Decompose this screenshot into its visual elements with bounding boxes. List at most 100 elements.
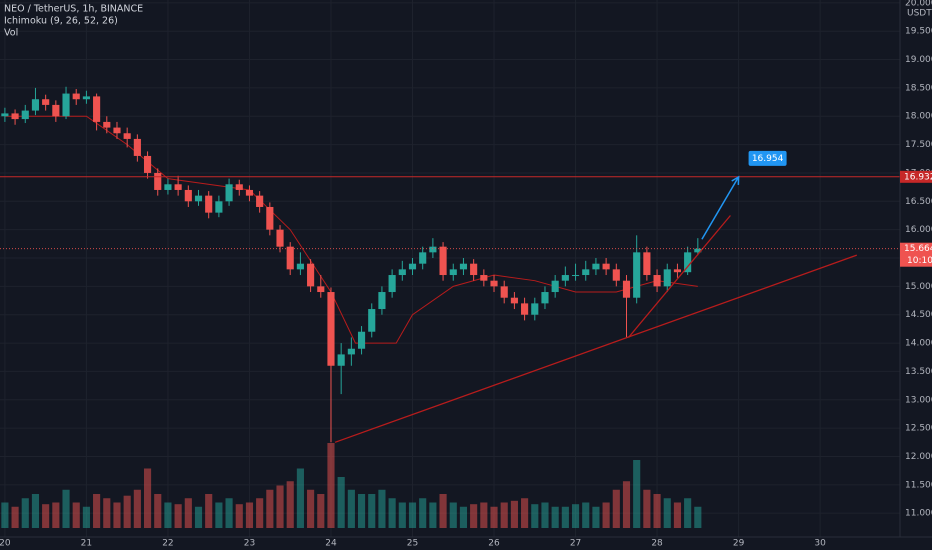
volume-bar (408, 502, 417, 528)
candle-body (286, 246, 294, 270)
candle-body (72, 93, 80, 100)
x-tick-label: 21 (81, 539, 92, 549)
volume-bar (21, 498, 29, 528)
candle-body (521, 303, 529, 315)
candle-body (622, 280, 631, 298)
volume-bar (673, 502, 682, 528)
candle-body (459, 263, 468, 270)
volume-bar (643, 489, 651, 528)
candle-body (103, 121, 111, 128)
volume-bar (1, 502, 9, 528)
x-tick-label: 20 (0, 539, 11, 549)
volume-bar (11, 506, 19, 528)
candle-body (633, 252, 641, 298)
volume-bar (154, 494, 162, 528)
candle-body (612, 269, 620, 281)
candle-body (347, 348, 355, 355)
candle-body (561, 275, 569, 281)
volume-bar (337, 477, 345, 528)
y-tick-label: 19.500 (905, 27, 932, 37)
x-tick-label: 29 (733, 539, 745, 549)
candle-body (643, 252, 651, 276)
candle-body (276, 229, 284, 247)
level-label-bg (900, 170, 932, 183)
volume-bar (531, 504, 539, 528)
volume-bar (103, 498, 111, 528)
candle-body (184, 189, 192, 202)
volume-bar (205, 494, 213, 528)
arrow-label: 16.954 (752, 154, 784, 164)
volume-bar (368, 494, 376, 528)
volume-bar (541, 502, 549, 528)
x-tick-label: 22 (162, 539, 173, 549)
candle-body (582, 269, 590, 276)
y-tick-label: 14.000 (905, 339, 932, 349)
volume-bar (551, 506, 559, 528)
y-tick-label: 14.500 (905, 310, 932, 320)
volume-bar (194, 506, 203, 528)
candle-body (480, 275, 488, 281)
symbol-title[interactable]: NEO / TetherUS, 1h, BINANCE (4, 4, 143, 15)
candle-body (123, 133, 131, 139)
volume-bar (215, 502, 223, 528)
volume-bar (684, 498, 692, 528)
countdown-label: 10:10 (907, 256, 932, 266)
candle-body (1, 113, 9, 117)
volume-bar (571, 504, 580, 528)
y-tick-label: 13.000 (905, 395, 932, 405)
volume-bar (327, 443, 335, 528)
candle-body (357, 331, 366, 349)
x-tick-label: 26 (488, 539, 500, 549)
indicator-legend[interactable]: Vol (4, 28, 18, 39)
volume-bar (459, 506, 468, 528)
y-tick-label: 17.500 (905, 140, 932, 150)
volume-bar (694, 506, 702, 528)
last-price-bg (900, 242, 932, 267)
x-tick-label: 25 (407, 539, 418, 549)
candle-body (307, 263, 315, 287)
arrow-line (701, 176, 740, 240)
candle-body (52, 104, 60, 117)
volume-bar (419, 498, 427, 528)
candle-body (694, 248, 702, 253)
candle-body (31, 99, 40, 111)
volume-bar (470, 504, 478, 528)
volume-bar (225, 498, 233, 528)
volume-bar (347, 489, 355, 528)
volume-bar (235, 504, 243, 528)
y-tick-label: 11.500 (905, 480, 932, 490)
candle-body (449, 269, 457, 276)
y-tick-label: 13.500 (905, 367, 932, 377)
candle-body (684, 252, 692, 273)
ichimoku-base-line (4, 115, 698, 344)
x-tick-label: 30 (814, 539, 826, 549)
volume-bar (582, 502, 590, 528)
candle-body (215, 201, 223, 213)
candle-body (337, 354, 345, 366)
x-tick-label: 24 (325, 539, 337, 549)
volume-bar (174, 504, 182, 528)
candle-body (93, 96, 101, 122)
plot-area: 16.954 (0, 86, 900, 528)
candle-body (551, 280, 559, 293)
volume-bar (82, 506, 90, 528)
candle-body (571, 275, 580, 277)
volume-bar (317, 494, 325, 528)
volume-bar (633, 460, 641, 528)
last-price-label: 15.664 (904, 244, 932, 254)
volume-bar (602, 502, 610, 528)
indicator-legend[interactable]: Ichimoku (9, 26, 52, 26) (4, 16, 118, 27)
volume-bar (592, 506, 600, 528)
volume-bar (378, 489, 386, 528)
volume-bar (561, 506, 569, 528)
volume-bar (276, 485, 284, 528)
y-tick-label: 20.000 (905, 0, 932, 8)
currency-label: USDT (907, 8, 932, 18)
volume-bar (449, 502, 457, 528)
volume-bar (622, 481, 631, 528)
volume-bar (62, 489, 70, 528)
candle-body (296, 263, 304, 270)
candle-body (439, 246, 447, 276)
